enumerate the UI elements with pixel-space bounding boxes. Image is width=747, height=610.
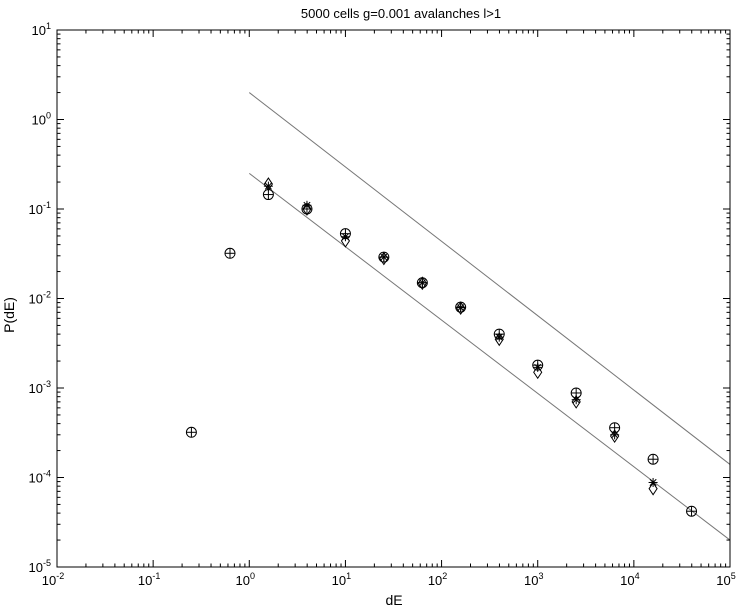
data-point-diamond	[379, 251, 389, 266]
y-tick-label: 10-3	[29, 379, 51, 396]
x-tick-label: 101	[332, 571, 351, 588]
chart-title: 5000 cells g=0.001 avalanches l>1	[301, 6, 501, 21]
y-tick-labels: 10-5 10-4 10-3 10-2 10-1 100 101	[29, 21, 51, 575]
data-point-circle-plus	[224, 247, 236, 259]
data-point-diamond	[494, 332, 504, 347]
x-tick-label: 10-2	[42, 571, 64, 588]
y-tick-label: 101	[32, 21, 51, 38]
y-tick-label: 10-5	[29, 558, 51, 575]
x-tick-label: 100	[236, 571, 255, 588]
x-tick-label: 103	[524, 571, 543, 588]
data-markers	[185, 177, 698, 517]
data-point-diamond	[263, 177, 273, 191]
x-tick-label: 104	[620, 571, 639, 588]
y-axis-title: P(dE)	[1, 297, 17, 333]
fit-lines	[248, 92, 731, 541]
x-tick-label: 105	[716, 571, 735, 588]
fit-line	[248, 92, 731, 465]
data-point-circle-plus	[647, 453, 659, 465]
data-point-diamond	[456, 301, 466, 316]
data-point-circle-plus	[686, 505, 698, 517]
data-point-diamond	[610, 429, 620, 444]
data-point-circle-plus	[185, 426, 197, 438]
data-point-circle-plus	[262, 189, 274, 201]
data-point-diamond	[648, 481, 658, 496]
x-tick-label: 10-1	[138, 571, 160, 588]
fit-line	[248, 172, 731, 541]
x-axis-title: dE	[385, 592, 402, 608]
data-point-diamond	[571, 394, 581, 409]
data-point-diamond	[417, 276, 427, 291]
data-point-diamond	[340, 234, 351, 248]
y-tick-label: 10-4	[29, 469, 51, 486]
x-tick-label: 102	[428, 571, 447, 588]
y-tick-label: 100	[32, 111, 51, 128]
y-tick-label: 10-2	[29, 290, 51, 307]
data-point-diamond	[302, 202, 312, 216]
x-tick-labels: 10-2 10-1 100 101 102 103 104 105	[42, 571, 736, 588]
y-tick-label: 10-1	[29, 200, 51, 217]
data-point-diamond	[533, 365, 543, 380]
axis-ticks	[56, 29, 731, 568]
